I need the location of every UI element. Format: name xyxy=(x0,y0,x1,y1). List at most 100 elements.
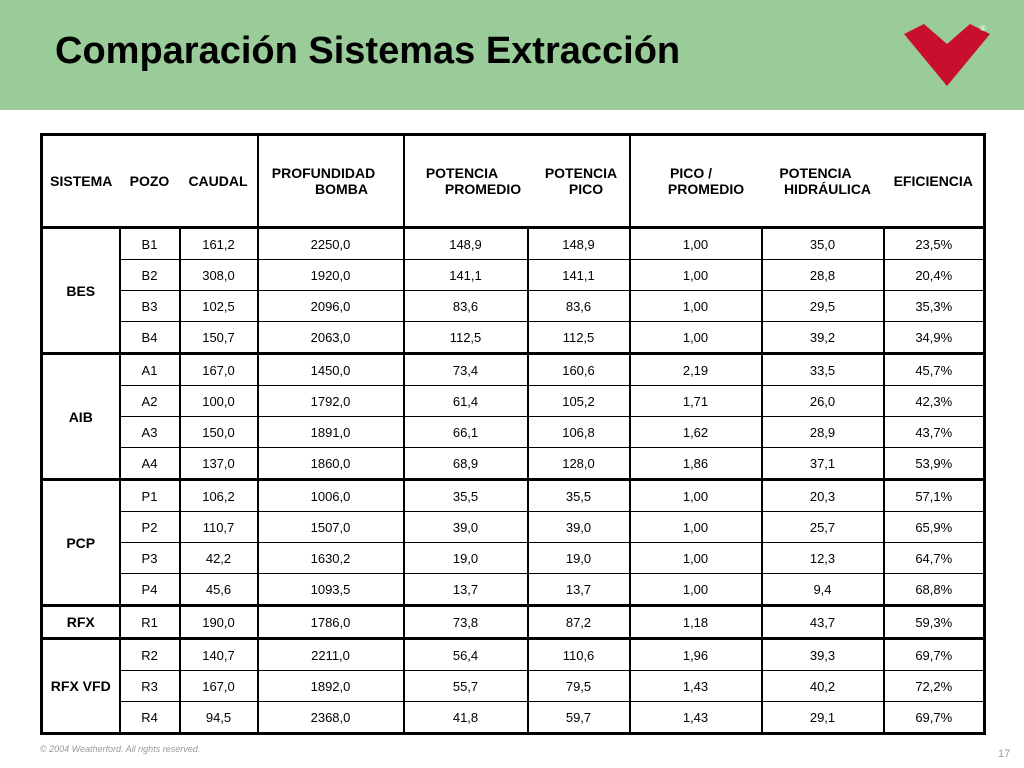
table-cell: 29,5 xyxy=(760,290,884,322)
table-cell: 55,7 xyxy=(402,670,528,702)
table-cell: 1,18 xyxy=(628,605,762,640)
col-header-pot-prom-line2: PROMEDIO xyxy=(444,181,522,197)
table-cell: R4 xyxy=(118,701,180,735)
table-cell: 128,0 xyxy=(526,447,630,481)
table-cell: 150,7 xyxy=(178,321,258,355)
table-cell: 72,2% xyxy=(882,670,986,702)
table-row: PCP P1 106,2 1006,0 35,5 35,5 1,00 20,3 57,1% xyxy=(40,479,986,607)
table-cell: 1,00 xyxy=(628,542,762,574)
header-banner: Comparación Sistemas Extracción ® xyxy=(0,0,1024,110)
table-row: B4 150,7 2063,0 112,5 112,5 1,00 39,2 34,9% xyxy=(42,321,986,355)
table-cell: 1507,0 xyxy=(256,511,404,543)
table-cell: 1,00 xyxy=(628,573,762,607)
table-cell: 13,7 xyxy=(526,573,630,607)
table-cell: 2063,0 xyxy=(256,321,404,355)
table-cell: 9,4 xyxy=(760,573,884,607)
table-cell: 26,0 xyxy=(760,385,884,417)
table-cell: 1,96 xyxy=(628,638,762,671)
table-cell: 35,0 xyxy=(760,227,884,260)
table-cell: 1,00 xyxy=(628,227,762,260)
table-cell: 68,9 xyxy=(402,447,528,481)
table-row: RFX VFD R2 140,7 2211,0 56,4 110,6 1,96 39,3 69,… xyxy=(40,638,986,735)
table-row: B2 308,0 1920,0 141,1 141,1 1,00 28,8 20,4% xyxy=(42,259,986,291)
table-row: P4 45,6 1093,5 13,7 13,7 1,00 9,4 68,8% xyxy=(42,573,986,607)
table-cell: 1860,0 xyxy=(256,447,404,481)
table-cell: 1,71 xyxy=(628,385,762,417)
sistema-cell: BES xyxy=(40,227,120,355)
table-cell: 148,9 xyxy=(526,227,630,260)
table-cell: 39,2 xyxy=(760,321,884,355)
table-cell: 1,62 xyxy=(628,416,762,448)
table-cell: 1006,0 xyxy=(256,479,404,512)
col-header-sistema: SISTEMA xyxy=(40,133,120,229)
table-cell: 1,00 xyxy=(628,511,762,543)
table-cell: 40,2 xyxy=(760,670,884,702)
copyright-text: © 2004 Weatherford. All rights reserved. xyxy=(40,744,201,754)
table-cell: 110,6 xyxy=(526,638,630,671)
col-header-pot-prom-line1: POTENCIA xyxy=(425,165,499,181)
col-header-pot-hid-line2: HIDRÁULICA xyxy=(783,181,872,197)
table-cell: 1891,0 xyxy=(256,416,404,448)
sistema-cell: PCP xyxy=(40,479,120,607)
table-cell: 167,0 xyxy=(178,353,258,386)
table-header-row: SISTEMA POZO CAUDAL PROFUNDIDAD BOMBA PO… xyxy=(40,133,986,229)
table-cell: 35,5 xyxy=(402,479,528,512)
sistema-cell: RFX VFD xyxy=(40,638,120,735)
table-cell: 2211,0 xyxy=(256,638,404,671)
table-cell: B3 xyxy=(118,290,180,322)
table-cell: 2368,0 xyxy=(256,701,404,735)
col-header-profundidad-line2: BOMBA xyxy=(315,181,368,197)
table-cell: 12,3 xyxy=(760,542,884,574)
table-cell: 190,0 xyxy=(178,605,258,640)
table-cell: 66,1 xyxy=(402,416,528,448)
sistema-cell: AIB xyxy=(40,353,120,481)
table-cell: 34,9% xyxy=(882,321,986,355)
table-cell: A3 xyxy=(118,416,180,448)
table-cell: 69,7% xyxy=(882,701,986,735)
table-cell: B4 xyxy=(118,321,180,355)
table-cell: 308,0 xyxy=(178,259,258,291)
table-row: R4 94,5 2368,0 41,8 59,7 1,43 29,1 69,7% xyxy=(42,701,986,735)
col-header-potencia-hidraulica: POTENCIA HIDRÁULICA xyxy=(761,133,884,229)
table-cell: 73,4 xyxy=(402,353,528,386)
col-header-potencia-pico: POTENCIA PICO xyxy=(527,133,630,229)
table-cell: P2 xyxy=(118,511,180,543)
table-row: A3 150,0 1891,0 66,1 106,8 1,62 28,9 43,7% xyxy=(42,416,986,448)
table-cell: 1,00 xyxy=(628,259,762,291)
table-row: P2 110,7 1507,0 39,0 39,0 1,00 25,7 65,9% xyxy=(42,511,986,543)
table-cell: 59,7 xyxy=(526,701,630,735)
sistema-cell: RFX xyxy=(40,605,120,640)
table-cell: 161,2 xyxy=(178,227,258,260)
comparison-table-container: SISTEMA POZO CAUDAL PROFUNDIDAD BOMBA PO… xyxy=(40,133,986,735)
col-header-profundidad: PROFUNDIDAD BOMBA xyxy=(256,133,404,229)
table-cell: 39,3 xyxy=(760,638,884,671)
table-row: AIB A1 167,0 1450,0 73,4 160,6 2,19 33,5 45,7% xyxy=(40,353,986,481)
table-row: A2 100,0 1792,0 61,4 105,2 1,71 26,0 42,3% xyxy=(42,385,986,417)
table-cell: 2,19 xyxy=(628,353,762,386)
table-cell: 28,9 xyxy=(760,416,884,448)
table-cell: A1 xyxy=(118,353,180,386)
table-cell: B2 xyxy=(118,259,180,291)
table-cell: 41,8 xyxy=(402,701,528,735)
table-cell: 39,0 xyxy=(402,511,528,543)
table-cell: 43,7% xyxy=(882,416,986,448)
col-header-potencia-promedio: POTENCIA PROMEDIO xyxy=(402,133,528,229)
registered-mark: ® xyxy=(980,24,986,33)
table-cell: R2 xyxy=(118,638,180,671)
table-cell: 19,0 xyxy=(526,542,630,574)
table-cell: 13,7 xyxy=(402,573,528,607)
table-cell: 1093,5 xyxy=(256,573,404,607)
table-cell: 148,9 xyxy=(402,227,528,260)
table-cell: 137,0 xyxy=(178,447,258,481)
table-cell: 28,8 xyxy=(760,259,884,291)
table-cell: 43,7 xyxy=(760,605,884,640)
table-cell: 83,6 xyxy=(402,290,528,322)
table-cell: A4 xyxy=(118,447,180,481)
table-cell: P4 xyxy=(118,573,180,607)
page-title: Comparación Sistemas Extracción xyxy=(55,30,681,72)
table-cell: 1,43 xyxy=(628,670,762,702)
table-cell: 64,7% xyxy=(882,542,986,574)
table-cell: 150,0 xyxy=(178,416,258,448)
table-cell: 1450,0 xyxy=(256,353,404,386)
table-cell: 100,0 xyxy=(178,385,258,417)
